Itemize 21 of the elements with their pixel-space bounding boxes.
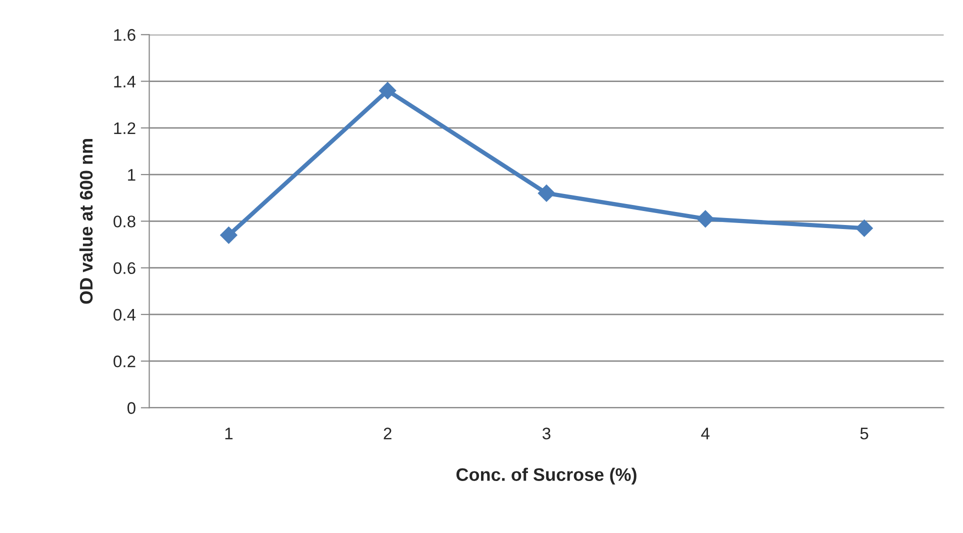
point: [696, 210, 714, 228]
y-tick-label: 0.4: [114, 308, 136, 321]
point: [538, 184, 556, 202]
point: [220, 226, 238, 244]
y-tick-label: 0: [127, 402, 136, 414]
y-tick-label: 0.8: [114, 216, 136, 228]
x-tick-label: 1: [225, 428, 233, 440]
x-axis-title: Conc. of Sucrose (%): [456, 468, 636, 485]
y-axis-title: OD value at 600 nm: [79, 139, 93, 304]
x-tick-label: 2: [384, 428, 392, 440]
y-tick-label: 1.6: [114, 29, 136, 41]
x-tick-label: 5: [860, 428, 868, 440]
point: [379, 82, 396, 100]
y-tick-label: 1.4: [114, 76, 136, 88]
y-tick-label: 0.6: [114, 262, 136, 274]
x-tick-label: 4: [701, 428, 710, 440]
point: [856, 220, 873, 237]
y-tick-label: 1: [128, 169, 136, 181]
x-tick-label: 3: [542, 428, 550, 440]
y-tick-label: 1.2: [114, 122, 136, 134]
y-tick-label: 0.2: [114, 356, 136, 368]
